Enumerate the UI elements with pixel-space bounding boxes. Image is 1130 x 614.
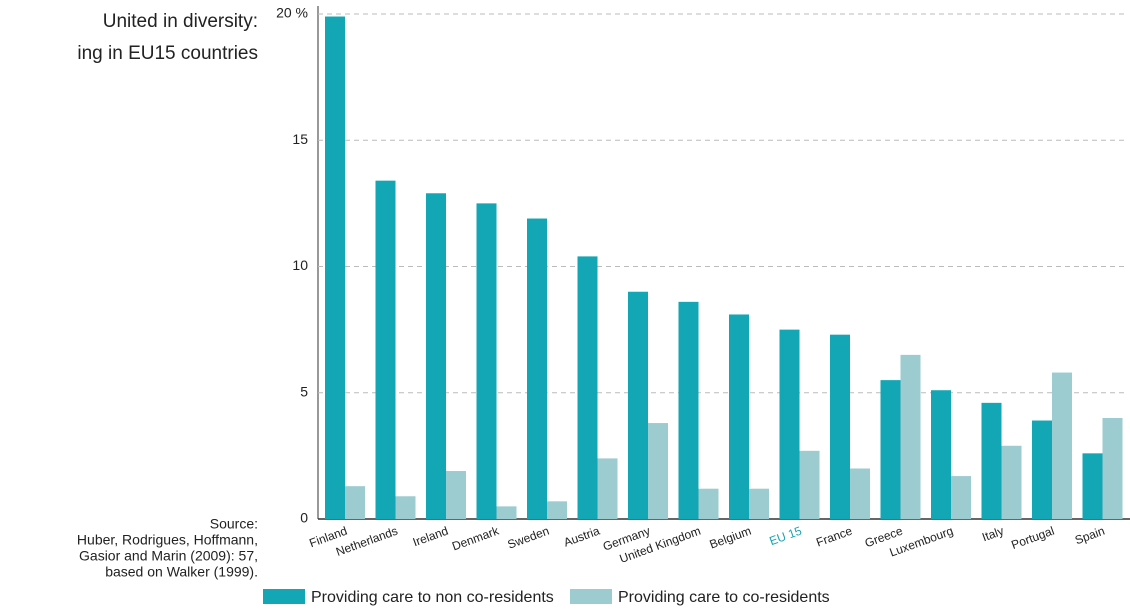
bar: [446, 471, 466, 519]
bar: [729, 314, 749, 519]
x-tick-label: EU 15: [767, 524, 803, 549]
bar: [547, 501, 567, 519]
y-tick-label: 20 %: [276, 5, 308, 21]
bar: [1032, 420, 1052, 519]
x-tick-label: Belgium: [708, 524, 754, 552]
bar: [1082, 453, 1103, 519]
source-note: Huber, Rodrigues, Hoffmann,: [77, 532, 258, 548]
bar: [1001, 445, 1022, 519]
bar: [527, 218, 547, 519]
chart-title: United in diversity:: [103, 11, 258, 32]
chart-title: ing in EU15 countries: [77, 43, 258, 64]
bar: [426, 193, 446, 519]
legend-swatch: [263, 589, 305, 604]
source-note: based on Walker (1999).: [105, 564, 258, 580]
bar: [981, 402, 1002, 519]
bar: [900, 354, 921, 519]
bar: [648, 423, 668, 519]
bar: [951, 476, 971, 519]
bar: [325, 16, 345, 520]
bar: [678, 301, 699, 519]
bar: [345, 486, 365, 519]
bar: [597, 458, 618, 519]
bar: [628, 291, 648, 519]
bar: [476, 203, 497, 519]
bar: [850, 468, 870, 519]
bar: [931, 390, 951, 519]
y-tick-label: 10: [292, 257, 308, 273]
x-tick-label: Spain: [1073, 524, 1107, 548]
bar: [799, 450, 820, 519]
y-tick-label: 5: [300, 383, 308, 399]
x-tick-label: Italy: [980, 524, 1005, 545]
source-note: Gasior and Marin (2009): 57,: [79, 548, 258, 564]
bar: [1102, 418, 1123, 519]
x-tick-label: Portugal: [1009, 524, 1056, 552]
bar: [395, 496, 416, 519]
x-tick-label: Austria: [562, 524, 602, 550]
bar: [779, 329, 800, 519]
x-tick-label: Denmark: [450, 523, 501, 553]
bar: [496, 506, 517, 519]
x-tick-label: France: [814, 524, 854, 550]
y-tick-label: 0: [300, 510, 308, 526]
bar: [375, 180, 396, 519]
bar: [577, 256, 598, 519]
bar: [749, 488, 769, 519]
legend-swatch: [570, 589, 612, 604]
bar: [880, 380, 901, 519]
bar: [830, 334, 850, 519]
legend-label: Providing care to non co-residents: [311, 589, 554, 606]
x-tick-label: Sweden: [506, 524, 552, 552]
legend-label: Providing care to co-residents: [618, 589, 830, 606]
bar: [698, 488, 719, 519]
y-tick-label: 15: [292, 131, 308, 147]
bar: [1052, 372, 1072, 519]
source-note: Source:: [210, 516, 258, 532]
x-tick-label: Ireland: [411, 524, 450, 550]
